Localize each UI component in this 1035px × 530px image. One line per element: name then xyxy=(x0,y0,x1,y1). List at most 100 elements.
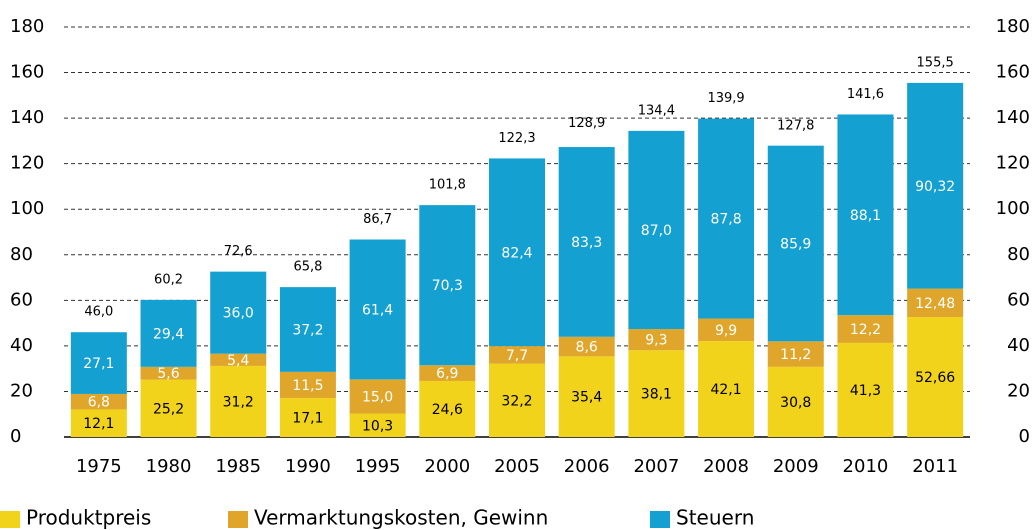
data-label: 24,6 xyxy=(432,402,463,418)
bar-segment xyxy=(628,329,685,351)
bar-segment xyxy=(70,409,127,437)
total-label: 122,3 xyxy=(498,131,535,146)
x-tick-label: 1975 xyxy=(76,456,122,477)
data-label: 27,1 xyxy=(83,356,114,372)
bar-segment xyxy=(489,346,545,364)
y-tick-label: 180 xyxy=(10,16,44,37)
y-tick-label: 0 xyxy=(10,426,21,447)
data-label: 87,8 xyxy=(710,212,741,228)
bar-segment xyxy=(558,356,615,437)
total-label: 46,0 xyxy=(84,305,113,320)
data-label: 11,5 xyxy=(292,378,323,394)
bar-segment xyxy=(698,118,755,319)
data-label: 83,3 xyxy=(571,235,602,251)
data-label: 88,1 xyxy=(850,208,881,224)
bar-segment xyxy=(698,318,755,342)
x-tick-label: 2007 xyxy=(633,456,679,477)
legend-swatch xyxy=(228,511,248,528)
bar-segment xyxy=(767,341,824,367)
data-label: 12,2 xyxy=(850,322,881,338)
data-label: 8,6 xyxy=(576,340,598,356)
legend-label: Steuern xyxy=(676,506,754,530)
bar-segment xyxy=(837,315,894,343)
total-label: 128,9 xyxy=(568,116,605,131)
data-label: 85,9 xyxy=(780,237,811,253)
total-label: 60,2 xyxy=(154,272,183,287)
data-label: 5,4 xyxy=(227,353,249,369)
bar-segment xyxy=(628,130,685,330)
bar-segment xyxy=(489,363,545,437)
total-label: 127,8 xyxy=(777,118,814,133)
y-tick-label-right: 120 xyxy=(996,153,1030,174)
data-label: 36,0 xyxy=(223,306,254,322)
y-tick-label: 140 xyxy=(10,107,44,128)
bar-segment xyxy=(419,365,476,381)
bar-segment xyxy=(767,145,824,342)
legend-swatch xyxy=(650,511,670,528)
x-tick-label: 2010 xyxy=(843,456,889,477)
data-label: 9,9 xyxy=(715,323,737,339)
y-tick-label-right: 80 xyxy=(1007,244,1030,265)
y-tick-label-right: 160 xyxy=(996,62,1030,83)
x-tick-label: 1980 xyxy=(146,456,192,477)
bar-segment xyxy=(140,379,197,437)
bar-segment xyxy=(837,114,894,316)
x-tick-label: 1995 xyxy=(355,456,401,477)
y-tick-label: 100 xyxy=(10,198,44,219)
data-label: 87,0 xyxy=(641,223,672,239)
data-label: 30,8 xyxy=(780,395,811,411)
bar-segment xyxy=(419,380,476,437)
y-tick-label-right: 40 xyxy=(1007,335,1030,356)
data-label: 35,4 xyxy=(571,390,602,406)
bar-segment xyxy=(349,379,406,414)
bar-segment xyxy=(70,332,127,394)
bar-segment xyxy=(349,413,406,437)
data-label: 6,8 xyxy=(88,395,110,411)
data-label: 38,1 xyxy=(641,387,672,403)
data-label: 5,6 xyxy=(157,366,179,382)
y-tick-label-right: 60 xyxy=(1007,289,1030,310)
data-label: 42,1 xyxy=(710,382,741,398)
y-tick-label: 80 xyxy=(10,244,33,265)
bar-segment xyxy=(279,371,336,399)
bar-segment xyxy=(698,341,755,437)
bar-segment xyxy=(837,342,894,437)
bar-segment xyxy=(279,398,336,437)
data-label: 9,3 xyxy=(645,333,667,349)
data-label: 15,0 xyxy=(362,389,393,405)
y-tick-label: 40 xyxy=(10,335,33,356)
bar-segment xyxy=(907,317,964,437)
y-tick-label: 20 xyxy=(10,380,33,401)
bar-segment xyxy=(140,299,197,367)
x-tick-label: 2005 xyxy=(494,456,540,477)
bar-segment xyxy=(558,336,615,357)
total-label: 134,4 xyxy=(638,103,675,118)
bar-segment xyxy=(558,147,615,337)
data-label: 41,3 xyxy=(850,383,881,399)
data-label: 17,1 xyxy=(292,411,323,427)
total-label: 155,5 xyxy=(917,55,954,70)
total-label: 141,6 xyxy=(847,87,884,102)
data-label: 52,66 xyxy=(915,370,955,386)
data-label: 12,48 xyxy=(915,296,955,312)
total-label: 101,8 xyxy=(429,178,466,193)
total-label: 86,7 xyxy=(363,212,392,227)
legend-label: Produktpreis xyxy=(26,506,151,530)
data-label: 25,2 xyxy=(153,401,184,417)
y-tick-label-right: 140 xyxy=(996,107,1030,128)
bar-segment xyxy=(907,288,964,318)
y-tick-label: 160 xyxy=(10,62,44,83)
x-tick-label: 2011 xyxy=(912,456,958,477)
data-label: 29,4 xyxy=(153,326,184,342)
data-label: 11,2 xyxy=(780,347,811,363)
y-tick-label-right: 0 xyxy=(1019,426,1030,447)
bar-segment xyxy=(419,205,476,366)
bar-segment xyxy=(140,366,197,380)
legend-label: Vermarktungskosten, Gewinn xyxy=(254,506,548,530)
y-tick-label-right: 180 xyxy=(996,16,1030,37)
data-label: 82,4 xyxy=(501,245,532,261)
bar-segment xyxy=(279,287,336,372)
data-label: 7,7 xyxy=(506,348,528,364)
bar-segment xyxy=(628,350,685,437)
y-tick-label: 120 xyxy=(10,153,44,174)
